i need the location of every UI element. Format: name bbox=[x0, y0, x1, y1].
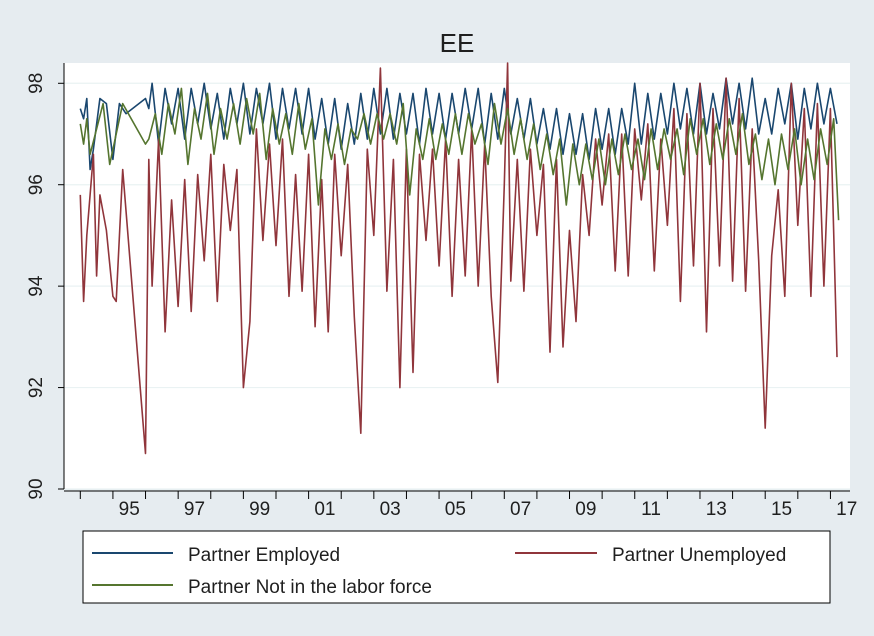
x-tick-label: 15 bbox=[771, 499, 792, 520]
legend-label-partner-not-in-labor-force: Partner Not in the labor force bbox=[188, 577, 432, 598]
legend: Partner Employed Partner Unemployed Part… bbox=[82, 530, 831, 604]
x-tick-label: 05 bbox=[445, 499, 466, 520]
legend-label-partner-unemployed: Partner Unemployed bbox=[612, 545, 786, 566]
x-tick-label: 97 bbox=[184, 499, 205, 520]
axes: 90 92 94 96 98 95 97 99 01 03 05 07 09 11 13 15 17 bbox=[26, 63, 857, 520]
x-tick-label: 11 bbox=[641, 499, 661, 520]
x-tick-label: 95 bbox=[119, 499, 140, 520]
legend-label-partner-employed: Partner Employed bbox=[188, 545, 340, 566]
x-tick-label: 13 bbox=[706, 499, 727, 520]
y-tick-label: 94 bbox=[26, 275, 47, 297]
x-tick-label: 09 bbox=[575, 499, 596, 520]
legend-box bbox=[82, 530, 831, 604]
x-tick-label: 99 bbox=[249, 499, 270, 520]
y-tick-label: 96 bbox=[26, 174, 47, 195]
x-tick-label: 07 bbox=[510, 499, 531, 520]
y-tick-label: 92 bbox=[26, 377, 47, 398]
y-tick-label: 90 bbox=[26, 478, 47, 499]
series-lines bbox=[79, 62, 840, 455]
grid-lines bbox=[64, 82, 850, 490]
plot-area bbox=[64, 63, 850, 489]
x-tick-label: 17 bbox=[836, 499, 857, 520]
chart-title: EE bbox=[440, 28, 475, 58]
series-line-partner-unemployed bbox=[79, 62, 838, 455]
series-line-partner-not-in-the-labor-force bbox=[79, 87, 840, 221]
x-tick-label: 01 bbox=[314, 499, 335, 520]
y-tick-label: 98 bbox=[26, 73, 47, 94]
x-tick-label: 03 bbox=[380, 499, 401, 520]
